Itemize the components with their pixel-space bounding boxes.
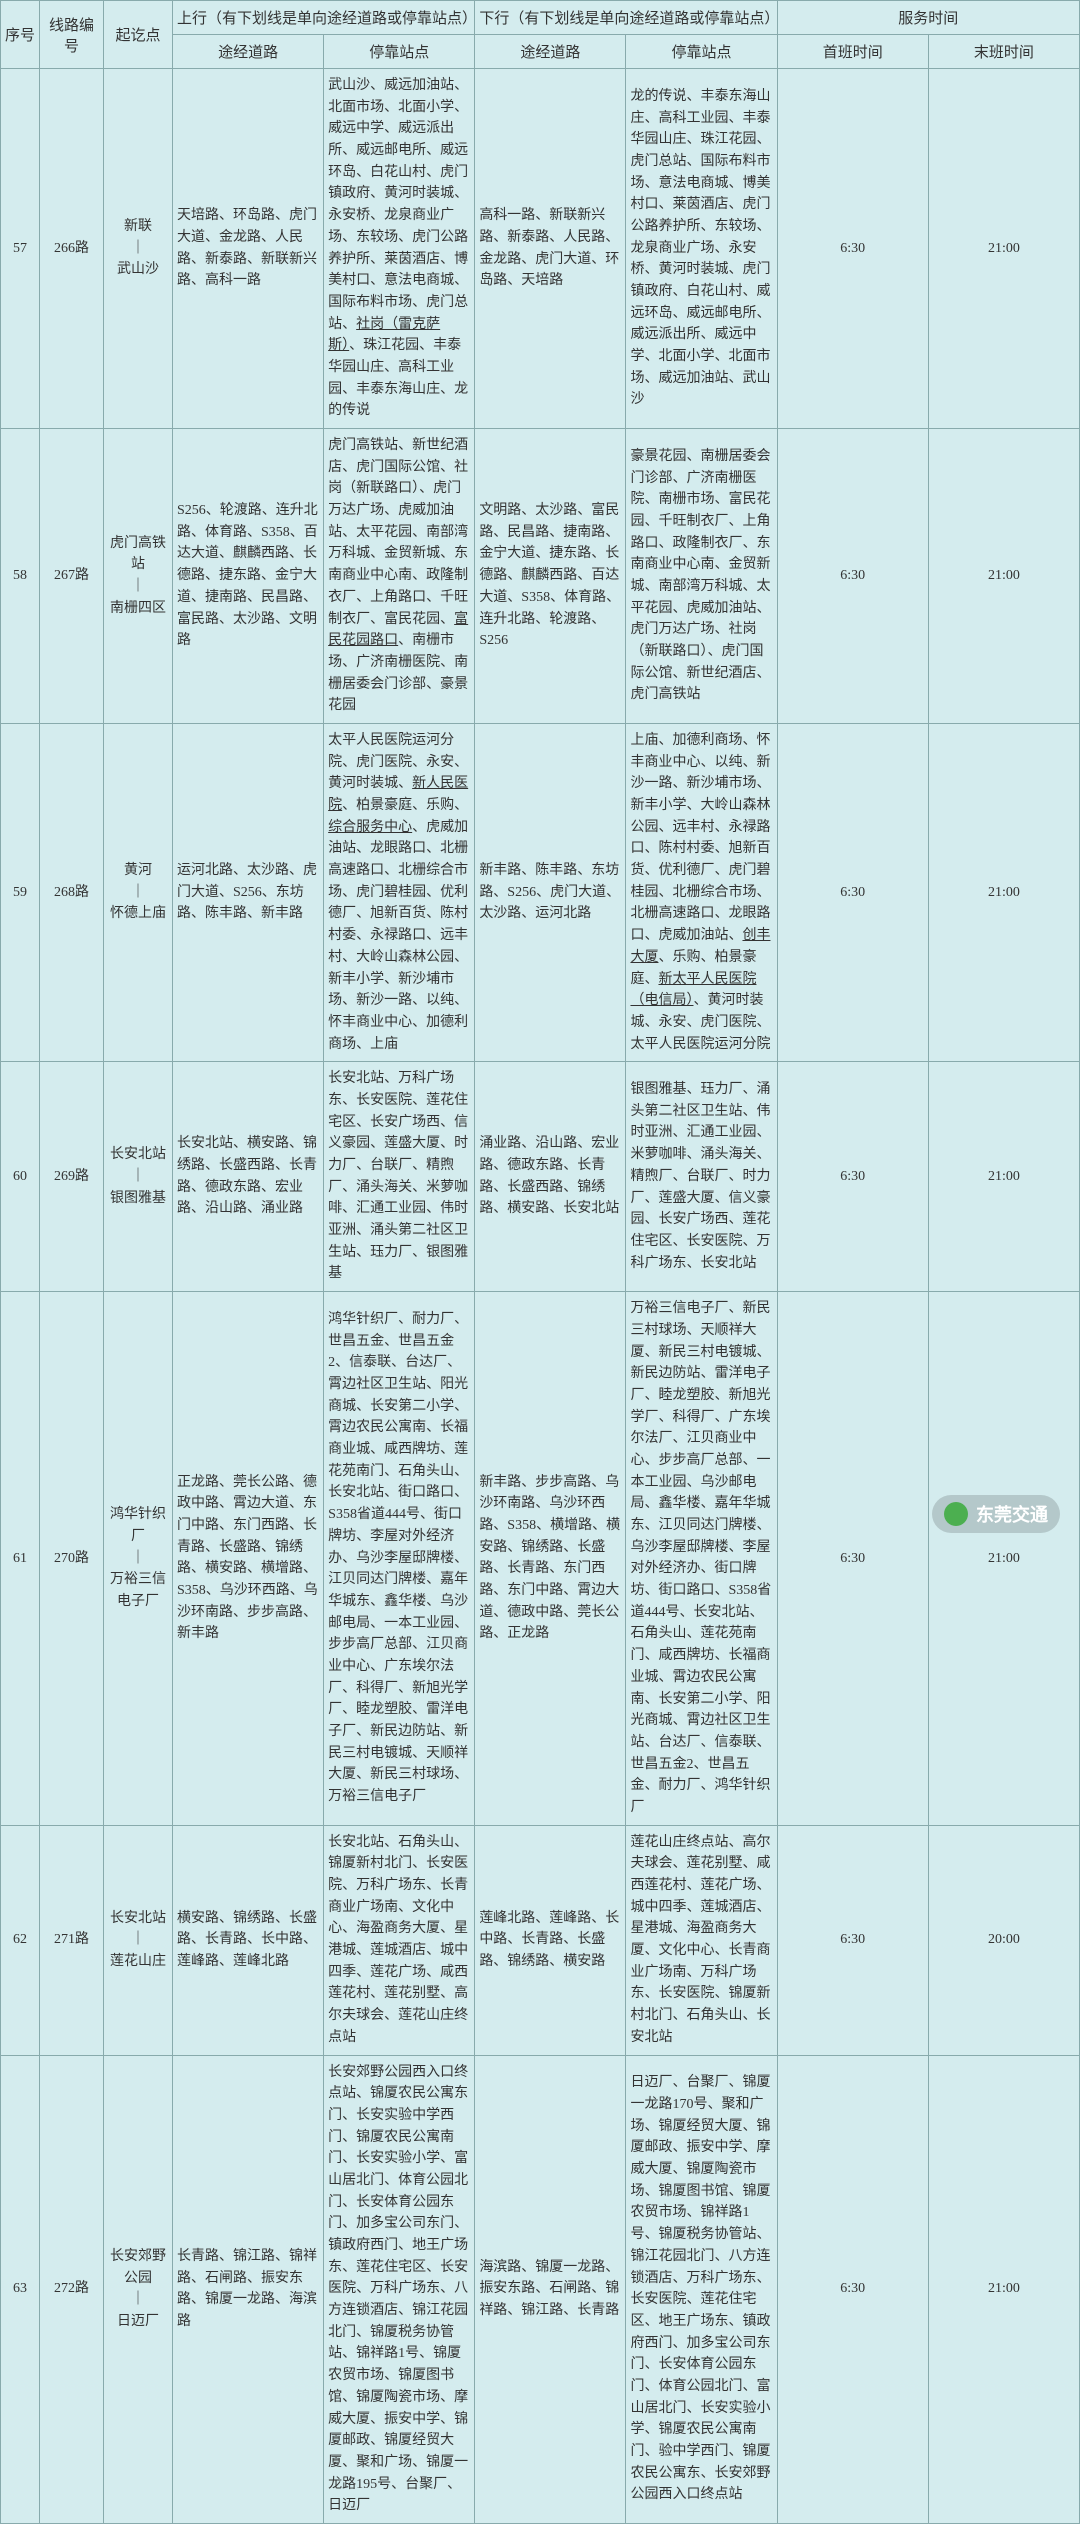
cell-down-roads: 新丰路、陈丰路、东坊路、S256、虎门大道、太沙路、运河北路 — [475, 723, 626, 1061]
cell-down-roads: 莲峰北路、莲峰路、长中路、长青路、长盛路、锦绣路、横安路 — [475, 1825, 626, 2055]
cell-up-roads: 天培路、环岛路、虎门大道、金龙路、人民路、新泰路、新联新兴路、高科一路 — [173, 69, 324, 429]
cell-seq: 62 — [1, 1825, 40, 2055]
cell-endpoint: 长安北站 ｜ 银图雅基 — [104, 1062, 173, 1292]
table-row: 57266路新联 ｜ 武山沙天培路、环岛路、虎门大道、金龙路、人民路、新泰路、新… — [1, 69, 1080, 429]
th-up-section: 上行（有下划线是单向途经道路或停靠站点） — [173, 1, 475, 35]
cell-up-roads: 长青路、锦江路、锦祥路、石闸路、振安东路、锦厦一龙路、海滨路 — [173, 2055, 324, 2523]
cell-endpoint: 黄河 ｜ 怀德上庙 — [104, 723, 173, 1061]
cell-first-time: 6:30 — [777, 69, 928, 429]
table-header: 序号 线路编号 起讫点 上行（有下划线是单向途经道路或停靠站点） 下行（有下划线… — [1, 1, 1080, 69]
cell-up-stops: 长安北站、万科广场东、长安医院、莲花住宅区、长安广场西、信义豪园、莲盛大厦、时力… — [324, 1062, 475, 1292]
cell-up-roads: 横安路、锦绣路、长盛路、长青路、长中路、莲峰路、莲峰北路 — [173, 1825, 324, 2055]
cell-up-stops: 太平人民医院运河分院、虎门医院、永安、黄河时装城、新人民医院、柏景豪庭、乐购、综… — [324, 723, 475, 1061]
cell-seq: 58 — [1, 429, 40, 724]
cell-seq: 61 — [1, 1292, 40, 1826]
cell-endpoint: 鸿华针织厂 ｜ 万裕三信电子厂 — [104, 1292, 173, 1826]
cell-last-time: 21:00 — [928, 429, 1079, 724]
cell-down-roads: 海滨路、锦厦一龙路、振安东路、石闸路、锦祥路、锦江路、长青路 — [475, 2055, 626, 2523]
cell-endpoint: 长安北站 ｜ 莲花山庄 — [104, 1825, 173, 2055]
cell-up-stops: 虎门高铁站、新世纪酒店、虎门国际公馆、社岗（新联路口）、虎门万达广场、虎威加油站… — [324, 429, 475, 724]
cell-down-stops: 豪景花园、南栅居委会门诊部、广济南栅医院、南栅市场、富民花园、千旺制衣厂、上角路… — [626, 429, 777, 724]
cell-down-stops: 上庙、加德利商场、怀丰商业中心、以纯、新沙一路、新沙埔市场、新丰小学、大岭山森林… — [626, 723, 777, 1061]
cell-first-time: 6:30 — [777, 1062, 928, 1292]
cell-seq: 60 — [1, 1062, 40, 1292]
cell-route: 267路 — [40, 429, 104, 724]
cell-last-time: 21:00 — [928, 1062, 1079, 1292]
cell-down-roads: 涌业路、沿山路、宏业路、德政东路、长青路、长盛西路、锦绣路、横安路、长安北站 — [475, 1062, 626, 1292]
th-endpoint: 起讫点 — [104, 1, 173, 69]
cell-route: 272路 — [40, 2055, 104, 2523]
table-row: 60269路长安北站 ｜ 银图雅基长安北站、横安路、锦绣路、长盛西路、长青路、德… — [1, 1062, 1080, 1292]
wechat-icon — [944, 1502, 968, 1526]
cell-endpoint: 虎门高铁站 ｜ 南栅四区 — [104, 429, 173, 724]
cell-route: 270路 — [40, 1292, 104, 1826]
cell-first-time: 6:30 — [777, 429, 928, 724]
th-first: 首班时间 — [777, 35, 928, 69]
cell-down-stops: 龙的传说、丰泰东海山庄、高科工业园、丰泰华园山庄、珠江花园、虎门总站、国际布料市… — [626, 69, 777, 429]
cell-first-time: 6:30 — [777, 1825, 928, 2055]
cell-down-roads: 文明路、太沙路、富民路、民昌路、捷南路、金宁大道、捷东路、长德路、麒麟西路、百达… — [475, 429, 626, 724]
cell-down-roads: 高科一路、新联新兴路、新泰路、人民路、金龙路、虎门大道、环岛路、天培路 — [475, 69, 626, 429]
cell-up-stops: 长安北站、石角头山、锦厦新村北门、长安医院、万科广场东、长青商业广场南、文化中心… — [324, 1825, 475, 2055]
cell-route: 268路 — [40, 723, 104, 1061]
cell-down-stops: 日迈厂、台聚厂、锦厦一龙路170号、聚和广场、锦厦经贸大厦、锦厦邮政、振安中学、… — [626, 2055, 777, 2523]
watermark-text: 东莞交通 — [976, 1501, 1048, 1527]
cell-down-roads: 新丰路、步步高路、乌沙环南路、乌沙环西路、S358、横增路、横安路、锦绣路、长盛… — [475, 1292, 626, 1826]
cell-first-time: 6:30 — [777, 723, 928, 1061]
table-row: 63272路长安郊野公园 ｜ 日迈厂长青路、锦江路、锦祥路、石闸路、振安东路、锦… — [1, 2055, 1080, 2523]
cell-last-time: 21:00 — [928, 2055, 1079, 2523]
cell-first-time: 6:30 — [777, 1292, 928, 1826]
table-row: 61270路鸿华针织厂 ｜ 万裕三信电子厂正龙路、莞长公路、德政中路、霄边大道、… — [1, 1292, 1080, 1826]
cell-seq: 59 — [1, 723, 40, 1061]
th-up-stops: 停靠站点 — [324, 35, 475, 69]
cell-down-stops: 莲花山庄终点站、高尔夫球会、莲花别墅、咸西莲花村、莲花广场、城中四季、莲城酒店、… — [626, 1825, 777, 2055]
cell-endpoint: 新联 ｜ 武山沙 — [104, 69, 173, 429]
th-time-section: 服务时间 — [777, 1, 1079, 35]
th-route: 线路编号 — [40, 1, 104, 69]
cell-first-time: 6:30 — [777, 2055, 928, 2523]
cell-up-roads: 长安北站、横安路、锦绣路、长盛西路、长青路、德政东路、宏业路、沿山路、涌业路 — [173, 1062, 324, 1292]
watermark: 东莞交通 — [932, 1495, 1060, 1533]
bus-routes-table: 序号 线路编号 起讫点 上行（有下划线是单向途经道路或停靠站点） 下行（有下划线… — [0, 0, 1080, 2524]
cell-endpoint: 长安郊野公园 ｜ 日迈厂 — [104, 2055, 173, 2523]
th-last: 末班时间 — [928, 35, 1079, 69]
cell-seq: 57 — [1, 69, 40, 429]
cell-up-stops: 长安郊野公园西入口终点站、锦厦农民公寓东门、长安实验中学西门、锦厦农民公寓南门、… — [324, 2055, 475, 2523]
cell-route: 271路 — [40, 1825, 104, 2055]
th-down-section: 下行（有下划线是单向途经道路或停靠站点） — [475, 1, 777, 35]
cell-last-time: 21:00 — [928, 69, 1079, 429]
th-down-stops: 停靠站点 — [626, 35, 777, 69]
cell-last-time: 20:00 — [928, 1825, 1079, 2055]
th-up-roads: 途经道路 — [173, 35, 324, 69]
cell-up-roads: 运河北路、太沙路、虎门大道、S256、东坊路、陈丰路、新丰路 — [173, 723, 324, 1061]
cell-down-stops: 万裕三信电子厂、新民三村球场、天顺祥大厦、新民三村电镀城、新民边防站、雷洋电子厂… — [626, 1292, 777, 1826]
cell-up-stops: 武山沙、威远加油站、北面市场、北面小学、威远中学、威远派出所、威远邮电所、威远环… — [324, 69, 475, 429]
cell-last-time: 21:00 — [928, 723, 1079, 1061]
table-body: 57266路新联 ｜ 武山沙天培路、环岛路、虎门大道、金龙路、人民路、新泰路、新… — [1, 69, 1080, 2524]
cell-up-stops: 鸿华针织厂、耐力厂、世昌五金、世昌五金2、信泰联、台达厂、霄边社区卫生站、阳光商… — [324, 1292, 475, 1826]
table-row: 58267路虎门高铁站 ｜ 南栅四区S256、轮渡路、连升北路、体育路、S358… — [1, 429, 1080, 724]
cell-seq: 63 — [1, 2055, 40, 2523]
cell-last-time: 21:00 — [928, 1292, 1079, 1826]
table-row: 62271路长安北站 ｜ 莲花山庄横安路、锦绣路、长盛路、长青路、长中路、莲峰路… — [1, 1825, 1080, 2055]
cell-up-roads: 正龙路、莞长公路、德政中路、霄边大道、东门中路、东门西路、长青路、长盛路、锦绣路… — [173, 1292, 324, 1826]
table-row: 59268路黄河 ｜ 怀德上庙运河北路、太沙路、虎门大道、S256、东坊路、陈丰… — [1, 723, 1080, 1061]
cell-route: 269路 — [40, 1062, 104, 1292]
th-seq: 序号 — [1, 1, 40, 69]
cell-up-roads: S256、轮渡路、连升北路、体育路、S358、百达大道、麒麟西路、长德路、捷东路… — [173, 429, 324, 724]
cell-route: 266路 — [40, 69, 104, 429]
th-down-roads: 途经道路 — [475, 35, 626, 69]
cell-down-stops: 银图雅基、珏力厂、涌头第二社区卫生站、伟时亚洲、汇通工业园、米萝咖啡、涌头海关、… — [626, 1062, 777, 1292]
